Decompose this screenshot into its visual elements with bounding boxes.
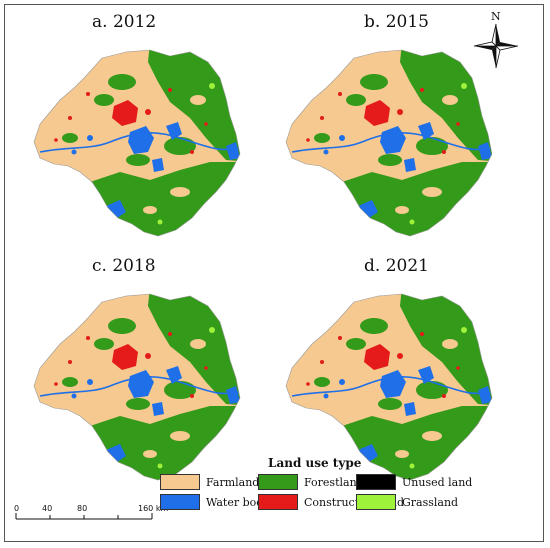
grassland-swatch xyxy=(356,494,396,510)
legend-label: Forestland xyxy=(304,475,364,489)
panel-title-a: a. 2012 xyxy=(92,12,157,32)
north-label: N xyxy=(491,10,501,23)
panel-title-c: c. 2018 xyxy=(92,256,156,276)
water-body-swatch xyxy=(160,494,200,510)
legend-label: Grassland xyxy=(402,495,459,509)
legend-label: Water body xyxy=(206,495,270,509)
land-use-map-2015 xyxy=(286,42,502,242)
scale-tick-0: 0 xyxy=(14,504,20,513)
legend-item-grassland: Grassland xyxy=(356,494,458,510)
forestland-swatch xyxy=(258,474,298,490)
legend-item-unused-land: Unused land xyxy=(356,474,472,490)
construction-land-swatch xyxy=(258,494,298,510)
legend-label: Farmland xyxy=(206,475,260,489)
legend-item-farmland: Farmland xyxy=(160,474,259,490)
unused-land-swatch xyxy=(356,474,396,490)
legend-title: Land use type xyxy=(268,456,362,470)
legend-label: Unused land xyxy=(402,475,473,489)
north-arrow-icon xyxy=(473,23,519,69)
panel-title-b: b. 2015 xyxy=(364,12,429,32)
scale-tick-160: 160 km xyxy=(138,504,169,513)
scale-tick-80: 80 xyxy=(77,504,88,513)
scale-bar xyxy=(15,513,153,520)
farmland-swatch xyxy=(160,474,200,490)
land-use-map-2018 xyxy=(34,286,250,486)
scale-tick-40: 40 xyxy=(42,504,53,513)
legend-item-water-body: Water body xyxy=(160,494,270,510)
panel-title-d: d. 2021 xyxy=(364,256,429,276)
land-use-map-2012 xyxy=(34,42,250,242)
legend-item-forestland: Forestland xyxy=(258,474,364,490)
